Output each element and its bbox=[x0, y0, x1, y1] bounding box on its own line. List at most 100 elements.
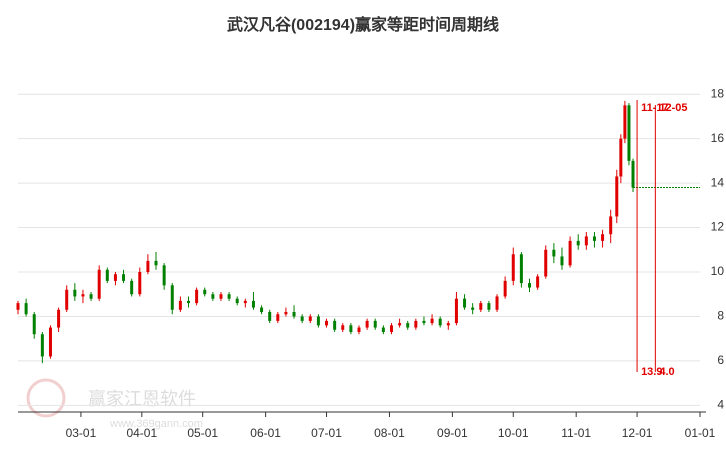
candle-body bbox=[48, 327, 52, 357]
y-tick-label: 8 bbox=[717, 309, 724, 323]
candle-body bbox=[97, 269, 101, 299]
watermark: 赢家江恩软件 www.369gann.com bbox=[26, 378, 203, 430]
x-tick-label: 04-01 bbox=[126, 426, 157, 440]
candle-body bbox=[519, 254, 523, 284]
x-tick-label: 03-01 bbox=[66, 426, 97, 440]
candle-body bbox=[105, 269, 109, 281]
cycle-top-label: 12-05 bbox=[659, 102, 687, 114]
candle-body bbox=[454, 298, 458, 324]
candle-body bbox=[154, 260, 158, 266]
candle-body bbox=[576, 240, 580, 246]
candle-body bbox=[178, 300, 182, 310]
candle-body bbox=[373, 320, 377, 328]
candle-body bbox=[463, 298, 467, 308]
candle-body bbox=[552, 249, 556, 257]
cycle-bottom-label: 13.9 bbox=[641, 366, 662, 378]
candle-body bbox=[511, 254, 515, 281]
candle-body bbox=[544, 249, 548, 277]
candle-body bbox=[536, 276, 540, 288]
candle-body bbox=[609, 216, 613, 235]
candle-body bbox=[65, 289, 69, 310]
candle-body bbox=[227, 294, 231, 299]
candle-body bbox=[627, 105, 631, 161]
candle-body bbox=[73, 289, 77, 297]
candle-body bbox=[495, 296, 499, 310]
candle-body bbox=[243, 300, 247, 304]
candle-body bbox=[162, 265, 166, 286]
x-tick-label: 01-01 bbox=[685, 426, 716, 440]
candle-body bbox=[528, 283, 531, 288]
candle-body bbox=[325, 320, 329, 326]
candle-body bbox=[130, 280, 134, 295]
x-tick-label: 10-01 bbox=[498, 426, 529, 440]
x-tick-label: 12-01 bbox=[622, 426, 653, 440]
candle-body bbox=[560, 256, 564, 266]
candle-body bbox=[113, 274, 117, 281]
candle-body bbox=[406, 323, 410, 328]
candle-body bbox=[341, 325, 345, 330]
candle-body bbox=[16, 303, 20, 310]
candle-body bbox=[615, 176, 619, 217]
candle-body bbox=[24, 303, 28, 315]
candle-body bbox=[300, 316, 304, 321]
candle-body bbox=[276, 314, 280, 321]
watermark-url: www.369gann.com bbox=[109, 418, 203, 430]
candle-body bbox=[592, 236, 596, 241]
candle-body bbox=[251, 300, 255, 308]
candle-body bbox=[146, 260, 150, 272]
candle-body bbox=[471, 307, 475, 310]
candle-body bbox=[308, 316, 312, 321]
chart-title: 武汉凡谷(002194)赢家等距时间周期线 bbox=[227, 15, 499, 34]
x-tick-label: 06-01 bbox=[250, 426, 281, 440]
y-tick-label: 6 bbox=[717, 353, 724, 367]
x-tick-label: 07-01 bbox=[311, 426, 342, 440]
candle-body bbox=[81, 294, 85, 297]
y-tick-label: 16 bbox=[711, 131, 725, 145]
y-tick-label: 12 bbox=[711, 220, 725, 234]
candle-body bbox=[292, 312, 296, 317]
candle-body bbox=[333, 320, 337, 330]
candle-body bbox=[503, 280, 507, 297]
candle-body bbox=[381, 327, 385, 332]
candle-body bbox=[219, 294, 223, 299]
candle-body bbox=[430, 318, 434, 324]
candle-body bbox=[601, 234, 605, 241]
candle-body bbox=[211, 294, 215, 299]
candle-body bbox=[316, 316, 320, 326]
candle-body bbox=[284, 312, 288, 315]
candle-body bbox=[446, 323, 450, 326]
candle-body bbox=[365, 320, 369, 328]
y-tick-label: 4 bbox=[717, 398, 724, 412]
candle-body bbox=[170, 285, 174, 310]
x-tick-label: 09-01 bbox=[437, 426, 468, 440]
x-tick-label: 05-01 bbox=[187, 426, 218, 440]
y-tick-label: 18 bbox=[711, 86, 725, 100]
candle-body bbox=[389, 325, 393, 332]
watermark-logo bbox=[26, 378, 66, 418]
candle-body bbox=[357, 327, 361, 332]
watermark-text: 赢家江恩软件 bbox=[88, 388, 196, 409]
candle-body bbox=[195, 289, 199, 304]
candle-body bbox=[268, 312, 272, 321]
candle-body bbox=[40, 334, 44, 357]
candle-body bbox=[479, 303, 483, 310]
candle-body bbox=[619, 138, 623, 177]
candle-body bbox=[122, 274, 126, 281]
candle-body bbox=[623, 105, 627, 139]
candle-body bbox=[32, 314, 36, 335]
candle-body bbox=[349, 325, 353, 332]
cycle-top-label: 11-17 bbox=[641, 102, 669, 114]
candle-body bbox=[487, 303, 491, 310]
candle-body bbox=[398, 323, 402, 326]
candle-body bbox=[631, 160, 635, 188]
x-tick-label: 11-01 bbox=[561, 426, 591, 440]
candle-body bbox=[414, 320, 418, 328]
candle-body bbox=[138, 272, 142, 295]
candle-body bbox=[568, 240, 572, 266]
candle-body bbox=[89, 294, 93, 299]
y-tick-label: 14 bbox=[711, 175, 725, 189]
candle-body bbox=[187, 300, 190, 304]
candle-body bbox=[57, 309, 61, 328]
candle-body bbox=[203, 289, 207, 295]
